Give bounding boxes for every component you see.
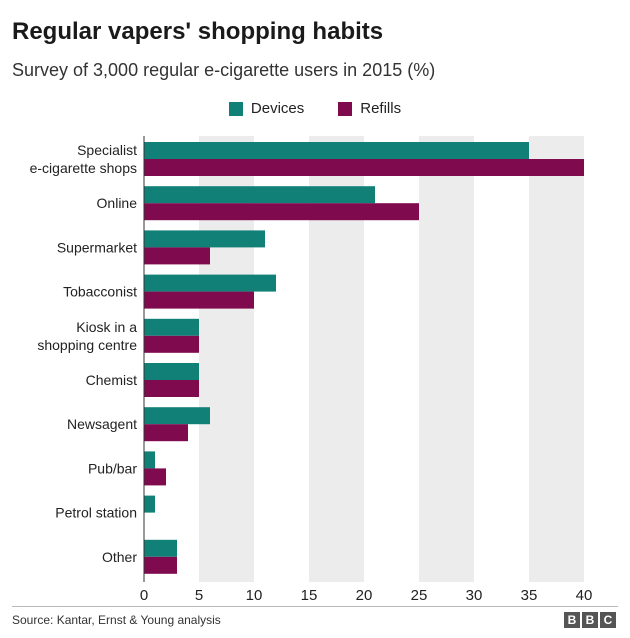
bar-devices: [144, 539, 177, 557]
category-label: Chemist: [86, 372, 137, 388]
category-label: Pub/bar: [88, 460, 137, 476]
x-tick-label: 0: [140, 587, 148, 604]
x-tick-label: 25: [411, 587, 428, 604]
bar-devices: [144, 363, 199, 380]
x-tick-label: 40: [576, 587, 593, 604]
bar-chart: Specialist e-cigarette shops Online Superma…: [30, 136, 593, 604]
grid-band: [529, 136, 584, 582]
bar-refills: [144, 291, 254, 309]
bar-refills: [144, 424, 188, 442]
bar-refills: [144, 247, 210, 265]
legend-item-devices: Devices: [228, 100, 305, 117]
bar-devices: [144, 142, 529, 159]
x-tick-label: 35: [521, 587, 538, 604]
category-label: Tobacconist: [63, 284, 137, 300]
category-label: Other: [102, 549, 137, 565]
legend-swatch-devices: [228, 101, 243, 116]
x-tick-label: 30: [466, 587, 483, 604]
bar-devices: [144, 318, 199, 336]
legend-label-devices: Devices: [250, 100, 305, 117]
source-note: Source: Kantar, Ernst & Young analysis: [12, 613, 221, 627]
bar-refills: [144, 203, 419, 221]
category-label: Newsagent: [67, 416, 137, 432]
bar-refills: [144, 335, 199, 353]
bbc-logo: B B C: [564, 612, 616, 628]
bar-refills: [144, 468, 166, 486]
chart-subtitle: Survey of 3,000 regular e-cigarette user…: [12, 60, 436, 80]
chart-title: Regular vapers' shopping habits: [12, 18, 384, 45]
logo-letter: C: [600, 612, 616, 628]
category-label: Kiosk in a shopping centre: [37, 319, 137, 353]
footer-divider: [12, 606, 618, 607]
bar-devices: [144, 495, 155, 513]
bar-devices: [144, 230, 265, 248]
category-label: Supermarket: [57, 239, 137, 255]
logo-letter: B: [582, 612, 598, 628]
category-label: Online: [97, 195, 138, 211]
grid-band: [419, 136, 474, 582]
legend-swatch-refills: [338, 101, 353, 116]
bar-refills: [144, 556, 177, 574]
category-label: Specialist e-cigarette shops: [30, 142, 138, 176]
bar-refills: [144, 380, 199, 397]
x-tick-label: 20: [356, 587, 373, 604]
bar-devices: [144, 274, 276, 292]
bar-devices: [144, 451, 155, 469]
legend: Devices Refills: [0, 100, 630, 117]
x-tick-label: 15: [301, 587, 318, 604]
x-tick-label: 10: [246, 587, 263, 604]
legend-item-refills: Refills: [338, 100, 401, 117]
bar-devices: [144, 186, 375, 204]
legend-label-refills: Refills: [360, 100, 402, 117]
category-label: Petrol station: [55, 505, 137, 521]
bar-refills: [144, 159, 584, 176]
bar-devices: [144, 407, 210, 425]
x-tick-label: 5: [195, 587, 203, 604]
logo-letter: B: [564, 612, 580, 628]
